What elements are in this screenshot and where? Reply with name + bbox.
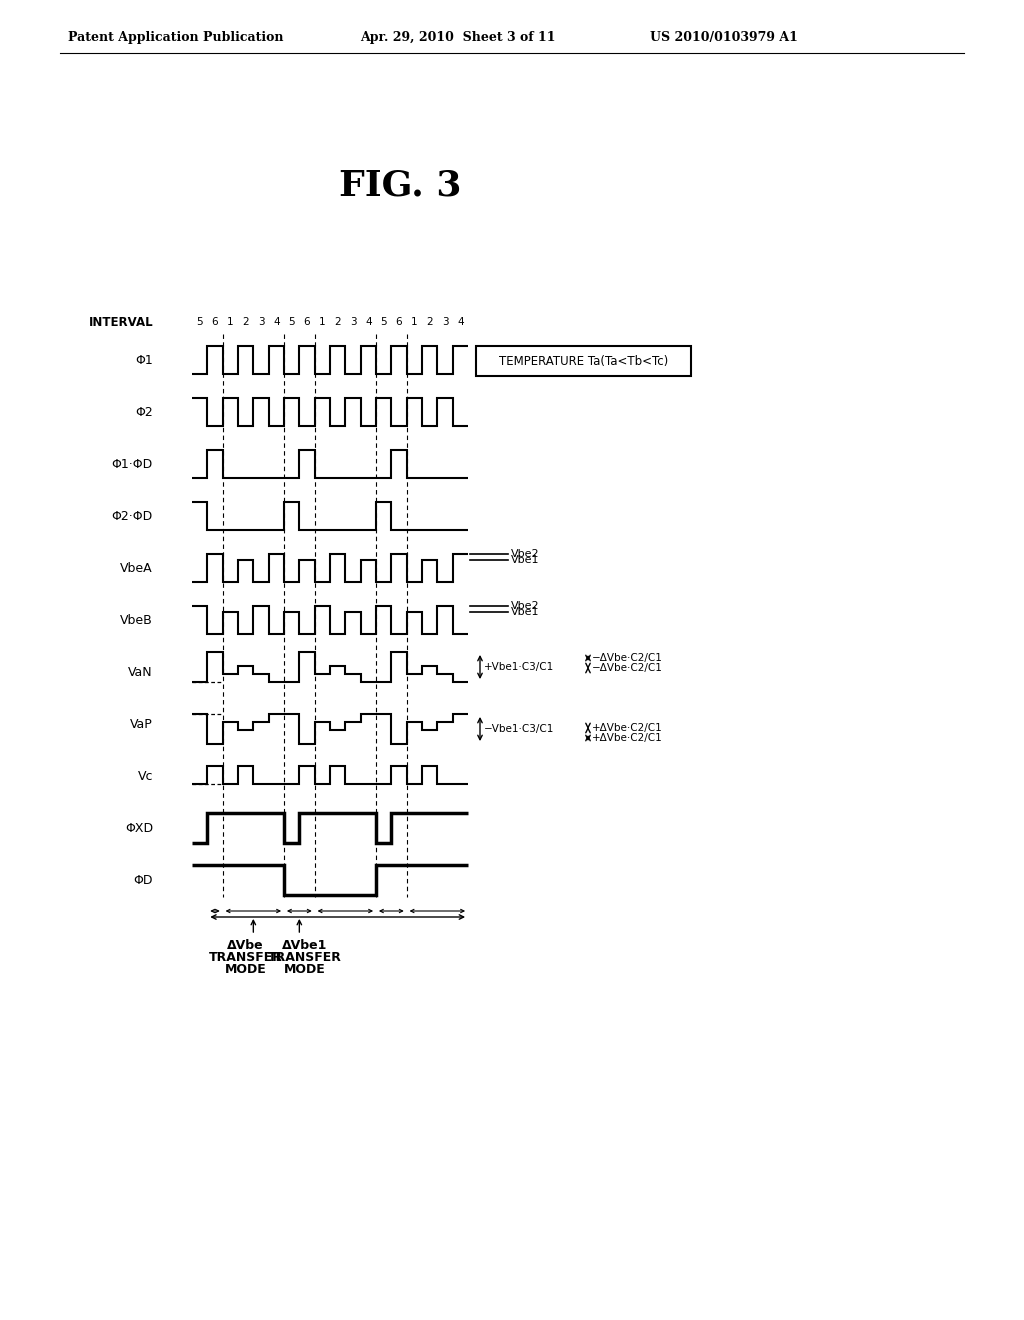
Text: 6: 6 [304, 317, 310, 327]
Text: −ΔVbe·C2/C1: −ΔVbe·C2/C1 [592, 663, 663, 673]
Text: ΔVbe: ΔVbe [227, 939, 263, 952]
Text: Vc: Vc [137, 770, 153, 783]
Text: ΦXD: ΦXD [125, 821, 153, 834]
Text: Patent Application Publication: Patent Application Publication [68, 30, 284, 44]
Text: 3: 3 [441, 317, 449, 327]
Text: 4: 4 [457, 317, 464, 327]
Text: FIG. 3: FIG. 3 [339, 168, 461, 202]
Text: Vbe1: Vbe1 [511, 607, 540, 616]
Text: INTERVAL: INTERVAL [88, 315, 153, 329]
Text: Φ2: Φ2 [135, 405, 153, 418]
Text: Φ2·ΦD: Φ2·ΦD [112, 510, 153, 523]
Text: VaN: VaN [128, 665, 153, 678]
Text: +Vbe1·C3/C1: +Vbe1·C3/C1 [484, 663, 554, 672]
Text: +ΔVbe·C2/C1: +ΔVbe·C2/C1 [592, 733, 663, 743]
Text: Vbe1: Vbe1 [511, 554, 540, 565]
Text: Vbe2: Vbe2 [511, 601, 540, 611]
Text: Φ1: Φ1 [135, 354, 153, 367]
Text: VbeA: VbeA [121, 561, 153, 574]
Text: TRANSFER: TRANSFER [209, 950, 283, 964]
Text: 5: 5 [380, 317, 387, 327]
Text: −Vbe1·C3/C1: −Vbe1·C3/C1 [484, 723, 554, 734]
Text: 4: 4 [365, 317, 372, 327]
Text: TRANSFER: TRANSFER [267, 950, 341, 964]
Text: 1: 1 [319, 317, 326, 327]
Text: MODE: MODE [284, 964, 326, 975]
Text: 3: 3 [258, 317, 264, 327]
Text: ΦD: ΦD [133, 874, 153, 887]
Text: Φ1·ΦD: Φ1·ΦD [112, 458, 153, 470]
Text: 2: 2 [335, 317, 341, 327]
Text: 6: 6 [395, 317, 402, 327]
Text: 5: 5 [289, 317, 295, 327]
Text: TEMPERATURE Ta(Ta<Tb<Tc): TEMPERATURE Ta(Ta<Tb<Tc) [499, 355, 668, 367]
Text: VaP: VaP [130, 718, 153, 730]
Text: VbeB: VbeB [120, 614, 153, 627]
Text: 4: 4 [273, 317, 280, 327]
Text: Vbe2: Vbe2 [511, 549, 540, 558]
Text: +ΔVbe·C2/C1: +ΔVbe·C2/C1 [592, 723, 663, 733]
Text: 3: 3 [349, 317, 356, 327]
Text: 6: 6 [212, 317, 218, 327]
Text: US 2010/0103979 A1: US 2010/0103979 A1 [650, 30, 798, 44]
Text: Apr. 29, 2010  Sheet 3 of 11: Apr. 29, 2010 Sheet 3 of 11 [360, 30, 555, 44]
Text: 5: 5 [197, 317, 203, 327]
Text: ΔVbe1: ΔVbe1 [282, 939, 327, 952]
Text: MODE: MODE [224, 964, 266, 975]
Bar [476, 346, 691, 376]
Text: −ΔVbe·C2/C1: −ΔVbe·C2/C1 [592, 653, 663, 663]
Text: 2: 2 [426, 317, 433, 327]
Text: 2: 2 [243, 317, 249, 327]
Text: 1: 1 [411, 317, 418, 327]
Text: 1: 1 [227, 317, 233, 327]
